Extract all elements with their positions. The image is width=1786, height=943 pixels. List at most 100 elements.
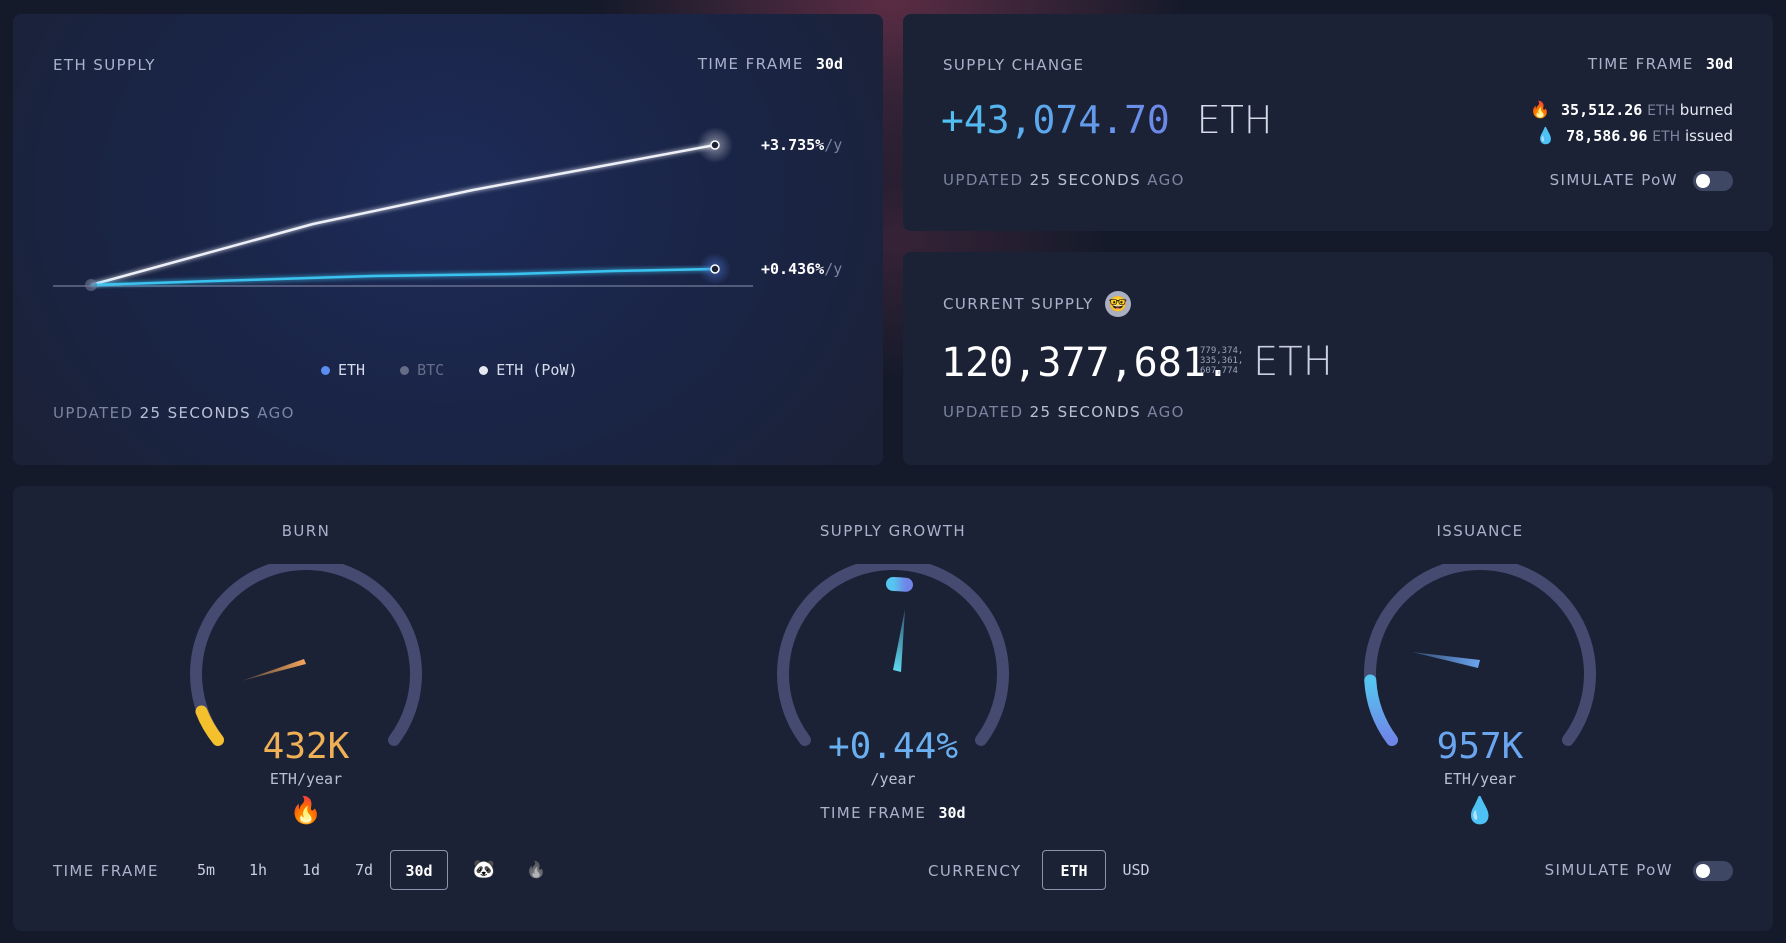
- currency-label: CURRENCY: [928, 862, 1022, 880]
- burn-gauge: [190, 564, 422, 746]
- panda-icon[interactable]: 🐼: [472, 859, 496, 880]
- droplet-icon: 💧: [1535, 126, 1556, 145]
- time-frame-1d[interactable]: 1d: [301, 861, 321, 879]
- supply-change-time-frame[interactable]: TIME FRAME 30d: [1588, 55, 1733, 73]
- supply-growth-gauge-value: +0.44%: [827, 726, 959, 767]
- series-line-eth-pow: [90, 143, 716, 287]
- supply-change-title: SUPPLY CHANGE: [943, 56, 1085, 74]
- fire-icon: 🔥: [1530, 100, 1551, 119]
- time-frame-label: TIME FRAME: [1587, 55, 1694, 73]
- legend-label: BTC: [417, 361, 445, 379]
- current-supply-decimals: 779,374, 335,361, 607,774: [1200, 346, 1243, 376]
- fire-icon: 🔥: [289, 796, 323, 826]
- series-line-eth: [90, 267, 716, 287]
- current-supply-value: 120,377,681.: [941, 340, 1230, 386]
- burned-row: 🔥 35,512.26 ETH burned: [1530, 100, 1733, 119]
- updated-suffix: AGO: [257, 404, 295, 422]
- growth-gauge-fill: [886, 577, 913, 592]
- updated-prefix: UPDATED: [943, 171, 1024, 189]
- time-frame-value: 30d: [815, 55, 843, 73]
- issuance-gauge: [1364, 564, 1596, 746]
- burn-gauge-track: [190, 564, 422, 746]
- burned-unit: ETH: [1647, 103, 1676, 119]
- supply-growth-gauge-unit: /year: [870, 770, 916, 788]
- series-start-point: [85, 279, 97, 291]
- droplet-icon: 💧: [1463, 796, 1497, 826]
- time-frame-30d[interactable]: 30d: [390, 850, 448, 890]
- burned-label: burned: [1679, 101, 1733, 119]
- legend-dot-icon: [479, 366, 489, 375]
- time-frame-label: TIME FRAME: [820, 804, 927, 822]
- decimals-line: 779,374,: [1200, 346, 1244, 356]
- current-supply-unit: ETH: [1253, 339, 1333, 385]
- burn-gauge-needle: [241, 659, 306, 681]
- simulate-pow-toggle[interactable]: [1693, 861, 1733, 881]
- current-supply-updated: UPDATED 25 SECONDS AGO: [943, 403, 1185, 421]
- decimals-line: 335,361,: [1200, 356, 1244, 366]
- burn-gauge-fill: [195, 705, 224, 746]
- eth-supply-time-frame[interactable]: TIME FRAME 30d: [698, 55, 843, 73]
- time-frame-5m[interactable]: 5m: [196, 861, 216, 879]
- updated-value: 25 SECONDS: [1029, 403, 1142, 421]
- eth-supply-title: ETH SUPPLY: [53, 56, 156, 74]
- time-frame-value: 30d: [1705, 55, 1733, 73]
- time-frame-7d[interactable]: 7d: [354, 861, 374, 879]
- updated-value: 25 SECONDS: [139, 404, 252, 422]
- series-end-point-eth[interactable]: [710, 264, 720, 274]
- current-supply-value-row: 120,377,681.: [941, 340, 1230, 386]
- supply-change-value-row: +43,074.70 ETH: [941, 98, 1272, 142]
- gauges-card: BURN 432K ETH/year 🔥 SUPPLY GROWTH: [13, 486, 1773, 931]
- currency-usd[interactable]: USD: [1122, 861, 1150, 879]
- issuance-gauge-track: [1364, 564, 1596, 746]
- issuance-gauge-value: 957K: [1436, 726, 1524, 767]
- legend-dot-icon: [321, 366, 330, 375]
- supply-change-updated: UPDATED 25 SECONDS AGO: [943, 171, 1185, 189]
- eth-pow-rate-unit: /y: [824, 136, 843, 154]
- time-frame-value: 30d: [938, 804, 966, 822]
- eth-supply-chart: [53, 127, 753, 291]
- legend-label: ETH: [338, 361, 366, 379]
- time-frame-1h[interactable]: 1h: [248, 861, 268, 879]
- growth-gauge-track: [777, 564, 1009, 746]
- series-end-label-eth-pow: +3.735%/y: [761, 136, 842, 154]
- supply-change-card: SUPPLY CHANGE TIME FRAME 30d +43,074.70 …: [903, 14, 1773, 231]
- chart-legend: ETH BTC ETH (PoW): [321, 361, 578, 379]
- time-frame-control-label: TIME FRAME: [53, 862, 159, 880]
- legend-item-btc[interactable]: BTC: [400, 361, 444, 379]
- burn-gauge-unit: ETH/year: [269, 770, 343, 788]
- eth-supply-card: ETH SUPPLY TIME FRAME 30d: [13, 14, 883, 465]
- eth-supply-updated: UPDATED 25 SECONDS AGO: [53, 404, 295, 422]
- series-end-point-eth-pow[interactable]: [710, 140, 720, 150]
- legend-item-eth-pow[interactable]: ETH (PoW): [479, 361, 578, 379]
- current-supply-card: CURRENT SUPPLY 🤓 120,377,681. 779,374, 3…: [903, 252, 1773, 465]
- simulate-pow-toggle[interactable]: [1693, 171, 1733, 191]
- supply-growth-time-frame: TIME FRAME 30d: [599, 804, 1187, 822]
- fire-icon[interactable]: 🔥: [526, 860, 546, 879]
- updated-suffix: AGO: [1147, 171, 1185, 189]
- eth-pow-rate: +3.735%: [761, 136, 825, 154]
- nerd-face-icon: 🤓: [1105, 291, 1131, 317]
- updated-value: 25 SECONDS: [1029, 171, 1142, 189]
- issued-row: 💧 78,586.96 ETH issued: [1535, 126, 1733, 145]
- issuance-gauge-title: ISSUANCE: [1436, 522, 1524, 540]
- supply-growth-gauge-title: SUPPLY GROWTH: [819, 522, 967, 540]
- currency-eth[interactable]: ETH: [1042, 850, 1106, 890]
- issuance-gauge-needle: [1412, 652, 1480, 668]
- updated-prefix: UPDATED: [53, 404, 134, 422]
- simulate-pow-label: SIMULATE PoW: [1549, 171, 1678, 189]
- updated-suffix: AGO: [1147, 403, 1185, 421]
- growth-gauge-needle: [893, 609, 905, 672]
- supply-change-value: +43,074.70: [941, 98, 1170, 142]
- eth-rate-unit: /y: [824, 260, 843, 278]
- supply-change-unit: ETH: [1196, 98, 1273, 142]
- series-end-label-eth: +0.436%/y: [761, 260, 842, 278]
- issuance-gauge-unit: ETH/year: [1443, 770, 1517, 788]
- simulate-pow-label: SIMULATE PoW: [1544, 861, 1673, 879]
- legend-label: ETH (PoW): [496, 361, 578, 379]
- issuance-gauge-fill: [1364, 674, 1398, 746]
- supply-growth-gauge: [777, 564, 1009, 746]
- decimals-line: 607,774: [1200, 366, 1238, 376]
- legend-item-eth[interactable]: ETH: [321, 361, 365, 379]
- time-frame-label: TIME FRAME: [697, 55, 804, 73]
- burn-gauge-title: BURN: [281, 522, 331, 540]
